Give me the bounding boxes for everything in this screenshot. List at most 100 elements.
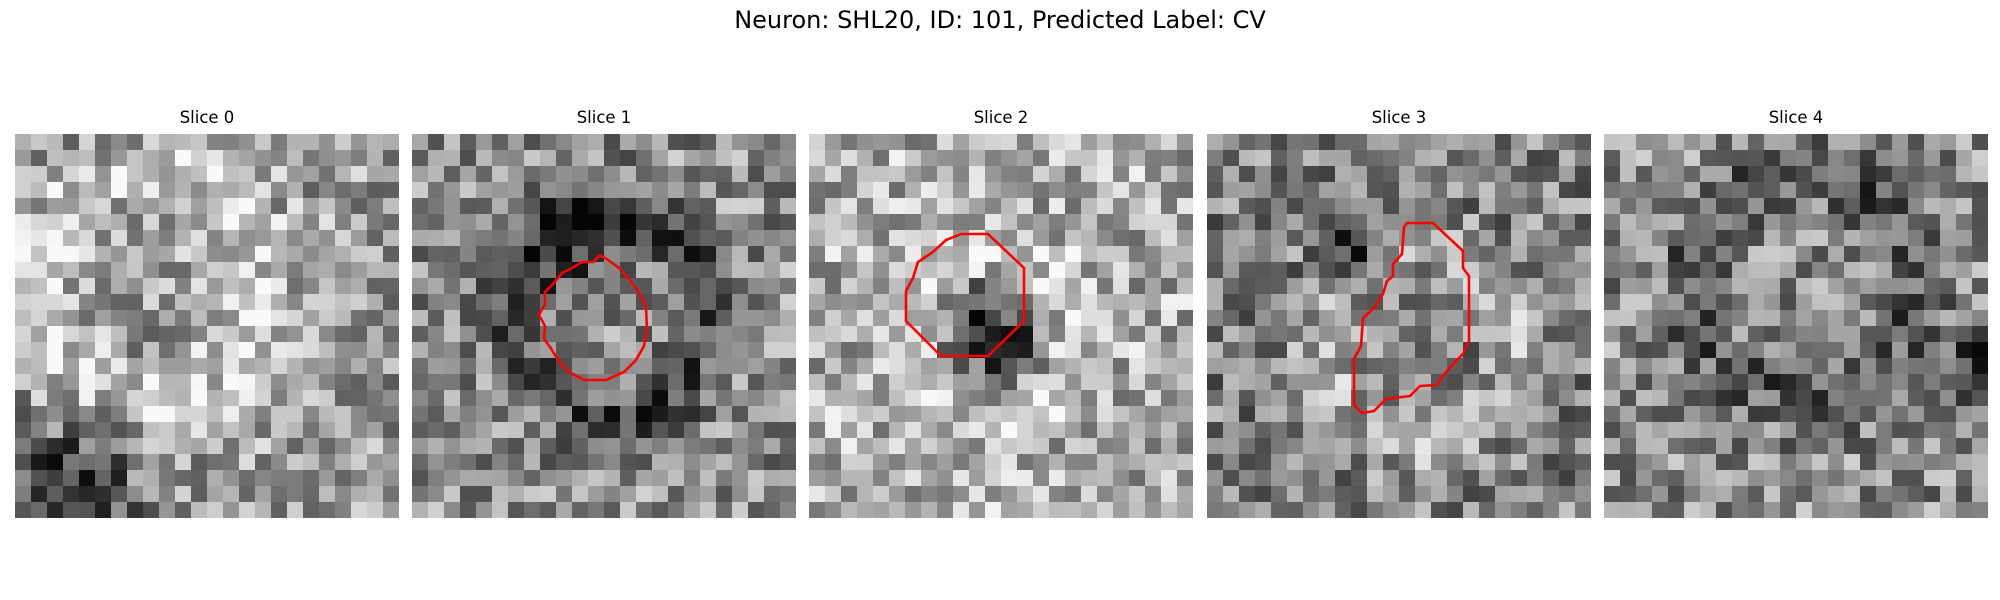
image-pixel — [175, 454, 191, 470]
image-pixel — [95, 422, 111, 438]
image-pixel — [700, 150, 716, 166]
image-pixel — [1049, 262, 1065, 278]
image-pixel — [969, 486, 985, 502]
image-pixel — [1543, 230, 1559, 246]
image-pixel — [1700, 422, 1716, 438]
image-pixel — [1620, 246, 1636, 262]
image-pixel — [1319, 390, 1335, 406]
image-pixel — [271, 150, 287, 166]
image-pixel — [1748, 422, 1764, 438]
image-pixel — [1223, 278, 1239, 294]
image-pixel — [1527, 326, 1543, 342]
image-pixel — [1796, 310, 1812, 326]
image-pixel — [492, 486, 508, 502]
image-pixel — [1255, 454, 1271, 470]
image-pixel — [1081, 294, 1097, 310]
image-pixel — [428, 342, 444, 358]
image-pixel — [1604, 374, 1620, 390]
image-pixel — [684, 502, 700, 518]
image-pixel — [1908, 326, 1924, 342]
slice-0-image — [15, 134, 399, 518]
image-pixel — [1113, 438, 1129, 454]
image-pixel — [1335, 342, 1351, 358]
image-pixel — [732, 342, 748, 358]
image-pixel — [1495, 358, 1511, 374]
image-pixel — [1764, 502, 1780, 518]
image-pixel — [716, 214, 732, 230]
image-pixel — [1812, 230, 1828, 246]
image-pixel — [825, 486, 841, 502]
image-pixel — [175, 438, 191, 454]
image-pixel — [1033, 374, 1049, 390]
image-pixel — [764, 342, 780, 358]
image-pixel — [1796, 406, 1812, 422]
image-pixel — [969, 470, 985, 486]
image-pixel — [1335, 486, 1351, 502]
image-pixel — [1161, 374, 1177, 390]
image-pixel — [668, 326, 684, 342]
image-pixel — [508, 214, 524, 230]
image-pixel — [985, 262, 1001, 278]
image-pixel — [825, 134, 841, 150]
image-pixel — [825, 502, 841, 518]
image-pixel — [1764, 198, 1780, 214]
image-pixel — [857, 358, 873, 374]
image-pixel — [1207, 502, 1223, 518]
image-pixel — [1764, 342, 1780, 358]
image-pixel — [1543, 374, 1559, 390]
image-pixel — [1812, 438, 1828, 454]
image-pixel — [1527, 470, 1543, 486]
image-pixel — [351, 134, 367, 150]
image-pixel — [271, 294, 287, 310]
image-pixel — [191, 278, 207, 294]
image-pixel — [1828, 342, 1844, 358]
image-pixel — [508, 486, 524, 502]
image-pixel — [1303, 134, 1319, 150]
image-pixel — [492, 246, 508, 262]
image-pixel — [1017, 438, 1033, 454]
image-pixel — [732, 422, 748, 438]
image-pixel — [857, 438, 873, 454]
image-pixel — [1145, 134, 1161, 150]
image-pixel — [175, 214, 191, 230]
image-pixel — [1271, 438, 1287, 454]
image-pixel — [1255, 406, 1271, 422]
image-pixel — [1828, 326, 1844, 342]
image-pixel — [47, 374, 63, 390]
image-pixel — [428, 134, 444, 150]
image-pixel — [1319, 438, 1335, 454]
image-pixel — [428, 374, 444, 390]
image-pixel — [351, 502, 367, 518]
image-pixel — [1129, 422, 1145, 438]
image-pixel — [668, 422, 684, 438]
image-pixel — [1447, 230, 1463, 246]
image-pixel — [1287, 166, 1303, 182]
image-pixel — [1652, 326, 1668, 342]
image-pixel — [428, 294, 444, 310]
image-pixel — [159, 326, 175, 342]
image-pixel — [1351, 278, 1367, 294]
image-pixel — [79, 246, 95, 262]
image-pixel — [412, 198, 428, 214]
image-pixel — [809, 150, 825, 166]
image-pixel — [1559, 262, 1575, 278]
image-pixel — [1812, 134, 1828, 150]
image-pixel — [1511, 134, 1527, 150]
image-pixel — [47, 406, 63, 422]
image-pixel — [1511, 246, 1527, 262]
image-pixel — [1780, 438, 1796, 454]
image-pixel — [239, 470, 255, 486]
image-pixel — [1255, 310, 1271, 326]
image-pixel — [1732, 406, 1748, 422]
image-pixel — [1161, 486, 1177, 502]
image-pixel — [764, 262, 780, 278]
image-pixel — [1732, 310, 1748, 326]
image-pixel — [841, 454, 857, 470]
image-pixel — [351, 278, 367, 294]
image-pixel — [1463, 246, 1479, 262]
image-pixel — [1924, 422, 1940, 438]
image-pixel — [1527, 438, 1543, 454]
image-pixel — [1892, 294, 1908, 310]
image-pixel — [1684, 278, 1700, 294]
image-pixel — [351, 454, 367, 470]
